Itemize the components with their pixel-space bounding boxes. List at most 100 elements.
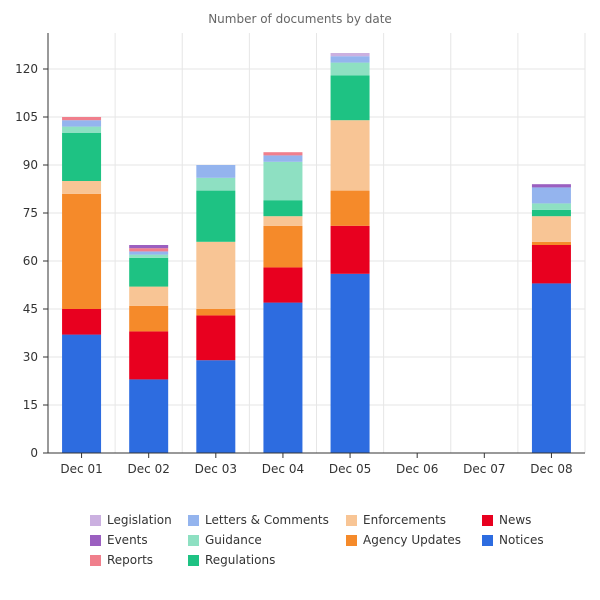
bar-segment-notices-0 (62, 334, 102, 453)
bar-segment-guidance-4 (330, 62, 370, 76)
legend-item-guidance[interactable]: Guidance (188, 530, 329, 550)
legend-item-regulations[interactable]: Regulations (188, 550, 329, 570)
legend-item-notices[interactable]: Notices (482, 530, 544, 550)
legend-label: Agency Updates (363, 533, 462, 547)
bar-segment-agency-updates-4 (330, 190, 370, 226)
legend-swatch (482, 514, 493, 526)
bar-segment-notices-3 (263, 302, 303, 453)
bar-segment-regulations-4 (330, 75, 370, 121)
bar-segment-notices-1 (129, 379, 169, 453)
legend-label: Events (107, 533, 148, 547)
y-tick-label: 105 (15, 110, 38, 124)
legend-label: Legislation (107, 513, 172, 527)
legend-item-news[interactable]: News (482, 510, 544, 530)
bar-segment-regulations-3 (263, 200, 303, 217)
bar-segment-letters-comments-4 (330, 56, 370, 63)
bar-segment-enforcements-7 (531, 216, 571, 242)
bar-segment-enforcements-2 (196, 241, 236, 309)
legend-item-agency-updates[interactable]: Agency Updates (346, 530, 461, 550)
legend-swatch (188, 534, 199, 546)
y-tick-label: 90 (23, 158, 38, 172)
bar-segment-regulations-2 (196, 190, 236, 242)
bar-segment-guidance-0 (62, 126, 102, 133)
bar-segment-regulations-7 (531, 209, 571, 217)
legend-label: Reports (107, 553, 154, 567)
legend-swatch (482, 534, 493, 546)
bar-segment-reports-1 (129, 248, 169, 252)
legend-item-events[interactable]: Events (90, 530, 172, 550)
bar-segment-agency-updates-0 (62, 193, 102, 309)
bar-segment-news-3 (263, 267, 303, 303)
y-tick-label: 45 (23, 302, 38, 316)
bar-segment-notices-7 (531, 283, 571, 453)
bar-segment-letters-comments-0 (62, 120, 102, 127)
legend-swatch (90, 534, 101, 546)
bar-segment-news-1 (129, 331, 169, 380)
legend-label: Guidance (205, 533, 262, 547)
legend-swatch (188, 514, 199, 526)
legend-label: Notices (499, 533, 544, 547)
legend-label: Letters & Comments (205, 513, 329, 527)
legend-label: News (499, 513, 532, 527)
bar-segment-reports-0 (62, 117, 102, 121)
x-tick-label: Dec 07 (463, 462, 505, 476)
legend-label: Regulations (205, 553, 276, 567)
legend-swatch (90, 514, 101, 526)
legend-item-enforcements[interactable]: Enforcements (346, 510, 461, 530)
y-tick-label: 120 (15, 62, 38, 76)
legend-swatch (346, 514, 357, 526)
x-tick-label: Dec 04 (262, 462, 304, 476)
bar-segment-letters-comments-3 (263, 155, 303, 162)
legend-label: Enforcements (363, 513, 447, 527)
legend-column: Legislation Events Reports (90, 510, 172, 570)
bar-segment-events-1 (129, 245, 169, 249)
x-tick-label: Dec 06 (396, 462, 438, 476)
bar-segment-news-0 (62, 309, 102, 335)
bar-segment-events-7 (531, 184, 571, 188)
legend-column: News Notices (482, 510, 544, 550)
bar-segment-agency-updates-7 (531, 241, 571, 245)
x-tick-label: Dec 01 (60, 462, 102, 476)
legend-swatch (90, 554, 101, 566)
bar-segment-letters-comments-1 (129, 251, 169, 255)
bar-segment-letters-comments-2 (196, 165, 236, 178)
bar-segment-agency-updates-2 (196, 309, 236, 316)
y-tick-label: 0 (30, 446, 38, 460)
x-tick-label: Dec 05 (329, 462, 371, 476)
legend-column: Letters & Comments Guidance Regulations (188, 510, 329, 570)
bar-segment-news-4 (330, 225, 370, 274)
bar-segment-news-7 (531, 245, 571, 284)
bar-segment-enforcements-4 (330, 120, 370, 191)
bar-segment-enforcements-0 (62, 181, 102, 194)
x-tick-label: Dec 08 (530, 462, 572, 476)
y-tick-label: 15 (23, 398, 38, 412)
legend-item-legislation[interactable]: Legislation (90, 510, 172, 530)
bar-segment-agency-updates-1 (129, 305, 169, 332)
bar-segment-enforcements-1 (129, 286, 169, 306)
bar-segment-legislation-4 (330, 53, 370, 57)
bar-segment-reports-3 (263, 152, 303, 156)
bar-segment-guidance-3 (263, 161, 303, 201)
y-tick-label: 30 (23, 350, 38, 364)
bar-segment-guidance-1 (129, 254, 169, 258)
y-tick-label: 60 (23, 254, 38, 268)
y-tick-label: 75 (23, 206, 38, 220)
x-tick-label: Dec 02 (128, 462, 170, 476)
legend-swatch (346, 534, 357, 546)
legend-swatch (188, 554, 199, 566)
bar-segment-news-2 (196, 315, 236, 361)
legend-item-letters-comments[interactable]: Letters & Comments (188, 510, 329, 530)
bar-segment-regulations-0 (62, 133, 102, 181)
bar-segment-guidance-7 (531, 203, 571, 210)
bar-segment-enforcements-3 (263, 216, 303, 226)
chart-title: Number of documents by date (208, 12, 392, 26)
x-tick-label: Dec 03 (195, 462, 237, 476)
bar-segment-notices-2 (196, 360, 236, 453)
bar-segment-notices-4 (330, 273, 370, 453)
legend-item-reports[interactable]: Reports (90, 550, 172, 570)
bar-segment-letters-comments-7 (531, 187, 571, 204)
legend-column: Enforcements Agency Updates (346, 510, 461, 550)
bar-segment-agency-updates-3 (263, 225, 303, 268)
bar-segment-guidance-2 (196, 177, 236, 191)
